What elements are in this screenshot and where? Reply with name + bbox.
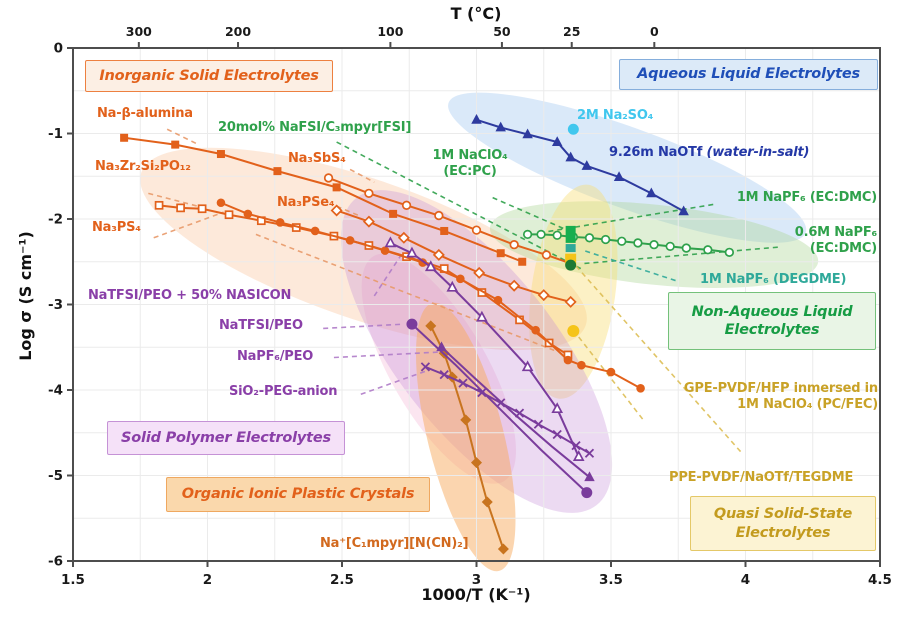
axis-ticks: 1.5 2 2.5 3 3.5 4 4.5 0 -1 -2 -3 -4 -5 -6 300 200 100 50 2… [48, 24, 892, 588]
box-aqueous-liquid-electrolytes: Aqueous Liquid Electrolytes [619, 59, 878, 90]
dashed-pse4-leader [336, 205, 362, 218]
x-tick-label: 4 [741, 572, 750, 588]
y-tick-label: -3 [48, 297, 63, 313]
series-natfsi-peo-nasicon [384, 236, 585, 461]
dashed-nasicon-leader [373, 254, 402, 297]
y-axis-title: Log σ (S cm⁻¹) [16, 231, 35, 361]
dashed-nafsi-c3mpyr-line [336, 141, 585, 272]
label-natfsi-peo: NaTFSI/PEO [219, 318, 303, 333]
x-tick-label: 2 [203, 572, 212, 588]
label-ppe: PPE-PVDF/NaOTf/TEGDME [669, 470, 854, 485]
dashed-natfsi-peo-leader [323, 323, 404, 330]
box-non-aqueous-liquid-electrolytes: Non-Aqueous Liquid Electrolytes [668, 292, 876, 350]
x-tick-label: 1.5 [61, 572, 85, 588]
x-tick-label: 2.5 [330, 572, 354, 588]
y-tick-label: -6 [48, 554, 63, 570]
top-tick-label: 25 [563, 24, 580, 39]
top-tick-label: 200 [225, 24, 251, 39]
blob-inorganic-region [140, 147, 587, 351]
dashed-sbs4-leader [349, 168, 375, 183]
label-na-c1mpyr-dca: Na⁺[C₁mpyr][N(CN)₂] [320, 536, 469, 551]
dashed-gpe-leader [575, 265, 744, 455]
label-na2so4: 2M Na₂SO₄ [577, 108, 654, 123]
label-na3ps4: Na₃PS₄ [92, 220, 141, 235]
series-ppe-pvdf-naotf-tegdme [567, 325, 580, 338]
series-napf6-degdme-1m [565, 244, 576, 253]
x-tick-label: 3 [472, 572, 481, 588]
top-tick-label: 50 [493, 24, 511, 39]
label-sio2-peg-anion: SiO₂-PEG-anion [229, 384, 338, 399]
series-napf6-ecdmc-06m [565, 259, 577, 271]
label-na-beta-alumina: Na-β-alumina [97, 106, 193, 121]
series-sio2-peg-anion [420, 362, 595, 458]
series-na3pse4 [330, 204, 577, 308]
dashed-zr-leader [148, 192, 208, 210]
series-napf6-peo [436, 341, 595, 482]
x-tick-label: 4.5 [868, 572, 892, 588]
label-na3sbs4: Na₃SbS₄ [288, 151, 346, 166]
top-tick-label: 300 [126, 24, 152, 39]
top-tick-label: 100 [377, 24, 403, 39]
box-organic-ionic-plastic-crystals: Organic Ionic Plastic Crystals [166, 477, 430, 512]
label-naclo4-ecpc: 1M NaClO₄ (EC:PC) [432, 148, 508, 179]
y-tick-label: 0 [54, 41, 63, 57]
series-na2so4-2m [567, 123, 579, 135]
label-napf6-degdme: 1M NaPF₆ (DEGDME) [700, 272, 847, 287]
dashed-naclo4-leader [492, 196, 566, 230]
label-na3zr2si2po12: Na₃Zr₂Si₂PO₁₂ [95, 159, 191, 174]
y-tick-label: -2 [48, 212, 63, 228]
blob-aqueous-region [448, 92, 807, 243]
top-axis-title: T (°C) [450, 4, 502, 23]
label-natfsi-peo-nasicon: NaTFSI/PEO + 50% NASICON [88, 288, 292, 303]
x-tick-label: 3.5 [599, 572, 623, 588]
series-napf6-ecdmc-1m [522, 229, 735, 257]
dashed-degdme-leader [583, 249, 676, 282]
y-tick-label: -4 [48, 383, 63, 399]
label-na3pse4: Na₃PSe₄ [277, 195, 335, 210]
y-tick-label: -1 [48, 126, 63, 142]
dashed-sio2-leader [360, 369, 429, 396]
label-napf6-peo: NaPF₆/PEO [237, 349, 314, 364]
label-napf6-ecdmc-06m: 0.6M NaPF₆ (EC:DMC) [794, 225, 877, 256]
box-solid-polymer-electrolytes: Solid Polymer Electrolytes [107, 421, 345, 455]
label-gpe: GPE-PVDF/HFP inmersed in 1M NaClO₄ (PC/FE… [683, 381, 878, 412]
series-na-beta-alumina [120, 133, 527, 266]
label-napf6-ecdmc-1m: 1M NaPF₆ (EC:DMC) [736, 190, 877, 205]
x-axis-title: 1000/T (K⁻¹) [421, 585, 531, 604]
series-na3sbs4 [323, 173, 576, 269]
box-quasi-solid-state-electrolytes: Quasi Solid-State Electrolytes [690, 496, 876, 551]
label-naotf-wis: 9.26m NaOTf (water-in-salt) [609, 145, 810, 160]
dashed-napf6-peo-leader [333, 350, 450, 359]
label-nafsi-c3mpyr: 20mol% NaFSI/C₃mpyr[FSI] [218, 120, 412, 135]
box-inorganic-solid-electrolytes: Inorganic Solid Electrolytes [85, 60, 333, 92]
y-tick-label: -5 [48, 468, 63, 484]
series-naotf-wis [471, 113, 689, 216]
dashed-beta-alumina-leader [166, 128, 198, 145]
series-na3ps4 [216, 198, 645, 393]
series-naclo4-ecpc-1m [565, 225, 576, 243]
top-tick-label: 0 [650, 24, 659, 39]
dashed-ps4-leader [153, 211, 224, 239]
